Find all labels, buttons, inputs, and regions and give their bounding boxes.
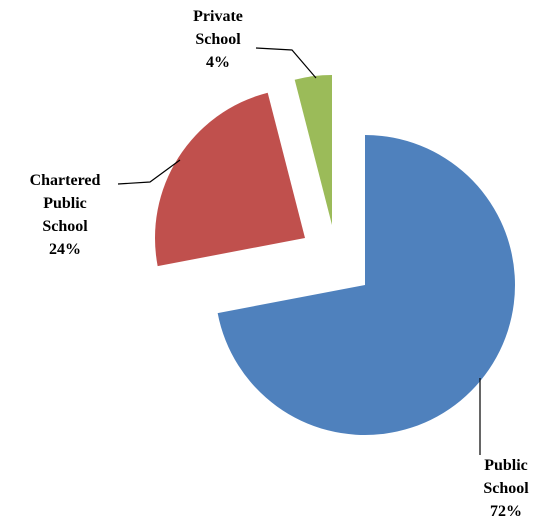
slice-label: Private School 4% <box>182 5 254 74</box>
pie-slice <box>154 92 305 267</box>
slice-label: Public School 72% <box>470 454 542 523</box>
category-label: Chartered Public School <box>29 172 101 235</box>
value-label: 4% <box>206 54 230 71</box>
value-label: 72% <box>490 503 522 520</box>
leader-line <box>255 47 317 79</box>
pie-slice <box>294 75 332 225</box>
pie-slice <box>217 135 516 436</box>
category-label: Public School <box>483 457 529 497</box>
leader-line <box>117 159 181 185</box>
slice-label: Chartered Public School 24% <box>12 169 118 261</box>
value-label: 24% <box>49 241 81 258</box>
category-label: Private School <box>193 8 243 48</box>
